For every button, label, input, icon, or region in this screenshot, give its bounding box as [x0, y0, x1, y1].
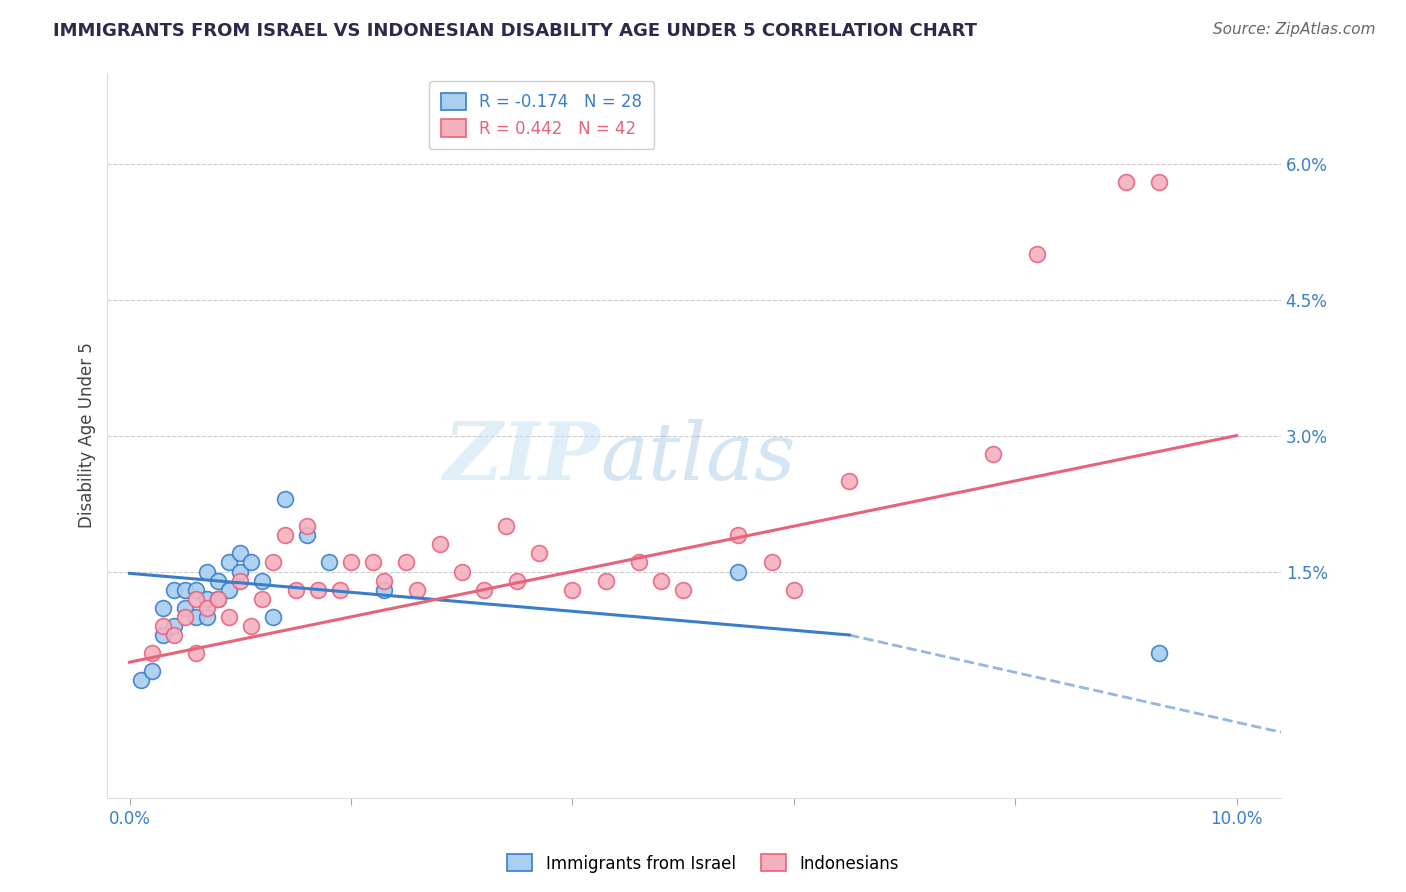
- Text: ZIP: ZIP: [443, 418, 600, 496]
- Point: [262, 556, 284, 570]
- Point: [1115, 175, 1137, 189]
- Point: [307, 582, 329, 597]
- Point: [218, 582, 240, 597]
- Point: [783, 582, 806, 597]
- Point: [650, 574, 672, 588]
- Point: [395, 556, 418, 570]
- Y-axis label: Disability Age Under 5: Disability Age Under 5: [79, 343, 96, 528]
- Point: [727, 528, 749, 542]
- Point: [506, 574, 529, 588]
- Point: [295, 519, 318, 533]
- Point: [173, 582, 195, 597]
- Point: [761, 556, 783, 570]
- Point: [195, 565, 218, 579]
- Point: [218, 610, 240, 624]
- Point: [450, 565, 472, 579]
- Point: [184, 591, 207, 606]
- Point: [240, 619, 263, 633]
- Point: [273, 528, 295, 542]
- Point: [152, 619, 174, 633]
- Point: [141, 665, 163, 679]
- Point: [207, 574, 229, 588]
- Point: [141, 646, 163, 660]
- Point: [207, 591, 229, 606]
- Point: [152, 600, 174, 615]
- Point: [727, 565, 749, 579]
- Point: [295, 528, 318, 542]
- Point: [195, 591, 218, 606]
- Point: [361, 556, 384, 570]
- Point: [163, 628, 186, 642]
- Point: [218, 556, 240, 570]
- Point: [595, 574, 617, 588]
- Point: [184, 610, 207, 624]
- Point: [173, 600, 195, 615]
- Point: [284, 582, 307, 597]
- Point: [252, 574, 274, 588]
- Point: [429, 537, 451, 551]
- Point: [472, 582, 495, 597]
- Point: [229, 574, 252, 588]
- Point: [340, 556, 363, 570]
- Point: [561, 582, 583, 597]
- Point: [184, 582, 207, 597]
- Point: [163, 619, 186, 633]
- Point: [981, 447, 1004, 461]
- Point: [373, 574, 395, 588]
- Point: [129, 673, 152, 688]
- Point: [329, 582, 352, 597]
- Point: [373, 582, 395, 597]
- Text: atlas: atlas: [600, 418, 796, 496]
- Point: [838, 474, 860, 488]
- Point: [195, 600, 218, 615]
- Point: [406, 582, 429, 597]
- Legend: R = -0.174   N = 28, R = 0.442   N = 42: R = -0.174 N = 28, R = 0.442 N = 42: [429, 81, 654, 149]
- Point: [1147, 646, 1170, 660]
- Point: [273, 491, 295, 506]
- Point: [527, 546, 550, 560]
- Point: [318, 556, 340, 570]
- Point: [195, 610, 218, 624]
- Point: [173, 610, 195, 624]
- Point: [252, 591, 274, 606]
- Point: [627, 556, 650, 570]
- Point: [163, 582, 186, 597]
- Point: [1147, 175, 1170, 189]
- Point: [240, 556, 263, 570]
- Text: IMMIGRANTS FROM ISRAEL VS INDONESIAN DISABILITY AGE UNDER 5 CORRELATION CHART: IMMIGRANTS FROM ISRAEL VS INDONESIAN DIS…: [53, 22, 977, 40]
- Point: [207, 591, 229, 606]
- Point: [262, 610, 284, 624]
- Text: Source: ZipAtlas.com: Source: ZipAtlas.com: [1212, 22, 1375, 37]
- Point: [229, 565, 252, 579]
- Point: [672, 582, 695, 597]
- Point: [1026, 247, 1049, 261]
- Point: [152, 628, 174, 642]
- Point: [495, 519, 517, 533]
- Legend: Immigrants from Israel, Indonesians: Immigrants from Israel, Indonesians: [501, 847, 905, 880]
- Point: [184, 646, 207, 660]
- Point: [229, 546, 252, 560]
